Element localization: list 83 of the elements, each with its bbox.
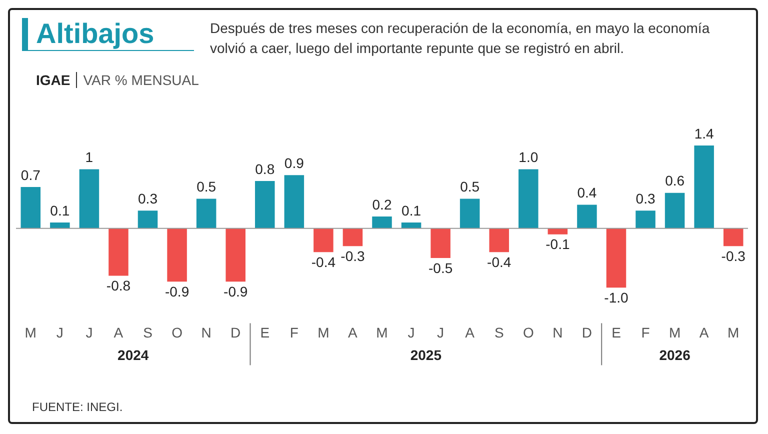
x-tick-label: N — [201, 324, 212, 340]
bar — [460, 198, 480, 228]
text: VAR % MENSUAL — [83, 72, 199, 88]
x-tick-label: E — [612, 324, 621, 340]
x-tick-label: J — [56, 324, 64, 340]
bar — [694, 146, 714, 228]
bar — [430, 228, 450, 258]
x-tick-label: S — [494, 324, 504, 340]
bar — [314, 228, 334, 252]
bar — [606, 228, 626, 288]
bar — [489, 228, 509, 252]
bar — [401, 222, 422, 228]
x-tick-label: D — [582, 324, 592, 340]
bar — [138, 210, 158, 228]
x-tick-label: E — [260, 324, 270, 340]
data-label: 0.2 — [372, 196, 392, 212]
text: 2024 — [118, 347, 149, 364]
data-label: -1.0 — [604, 289, 629, 306]
data-label: -0.8 — [106, 278, 131, 294]
x-tick-label: J — [408, 324, 415, 340]
bar — [518, 169, 538, 228]
bar — [79, 169, 100, 228]
bar — [372, 216, 392, 228]
x-tick-label: A — [465, 324, 476, 340]
data-label: 0.3 — [636, 190, 656, 206]
data-label: 0.7 — [20, 166, 41, 183]
x-tick-label: M — [728, 324, 740, 340]
data-label: 0.3 — [138, 190, 158, 206]
data-label: -0.3 — [340, 248, 365, 264]
x-tick-label: N — [552, 324, 563, 340]
bar — [255, 181, 275, 228]
x-tick-label: J — [86, 324, 93, 340]
bar — [664, 192, 685, 228]
x-tick-label: M — [376, 324, 388, 340]
data-label: 0.5 — [460, 178, 480, 195]
x-tick-label: D — [230, 324, 241, 340]
bar — [284, 175, 304, 228]
x-tick-label: O — [522, 324, 534, 340]
data-label: 1.0 — [518, 149, 538, 166]
data-label: -0.4 — [487, 254, 512, 270]
text: 2025 — [410, 347, 442, 364]
x-tick-label: A — [114, 324, 124, 340]
data-label: -0.3 — [721, 248, 746, 264]
y-axis-title: IGAE — [36, 72, 78, 88]
data-label: 0.6 — [665, 172, 685, 189]
x-tick-label: O — [172, 324, 183, 340]
bar — [577, 204, 597, 228]
data-label: 1.4 — [694, 125, 714, 142]
bar — [342, 228, 363, 246]
x-tick-label: J — [437, 324, 444, 340]
data-label: -0.5 — [428, 260, 453, 276]
x-tick-label: F — [641, 324, 650, 340]
x-tick-label: F — [290, 324, 298, 340]
bar — [723, 228, 744, 246]
x-tick-label: A — [348, 324, 358, 340]
bar — [167, 228, 187, 282]
x-tick-label: M — [668, 324, 681, 340]
text: 2026 — [659, 347, 691, 364]
data-label: 0.1 — [50, 202, 70, 218]
bar — [196, 198, 216, 228]
chart-subtitle: Después de tres meses con recuperación de la economía, en mayo la economía volvió a caer, luego del importante repunte que se registró en abril. — [210, 19, 711, 58]
chart-title: Altibajos — [36, 18, 156, 50]
data-label: 0.8 — [255, 160, 275, 177]
x-tick-label: M — [318, 324, 330, 340]
data-label: 0.4 — [577, 184, 597, 201]
x-tick-label: A — [699, 324, 710, 340]
data-label: -0.1 — [546, 236, 570, 252]
data-label: -0.4 — [311, 254, 336, 270]
bar — [548, 228, 568, 234]
data-label: -0.9 — [164, 284, 190, 300]
bar — [226, 228, 246, 282]
bar — [636, 210, 656, 228]
data-label: 1 — [85, 149, 94, 166]
source-note: FUENTE: INEGI. — [32, 400, 123, 414]
bar — [20, 186, 41, 228]
x-tick-label: S — [143, 324, 152, 340]
data-label: 0.5 — [196, 178, 216, 195]
bar — [50, 222, 70, 228]
data-label: 0.1 — [402, 202, 422, 218]
x-tick-label: M — [24, 324, 36, 340]
data-label: 0.9 — [284, 154, 304, 171]
data-label: -0.9 — [224, 284, 248, 300]
bar — [108, 228, 128, 276]
